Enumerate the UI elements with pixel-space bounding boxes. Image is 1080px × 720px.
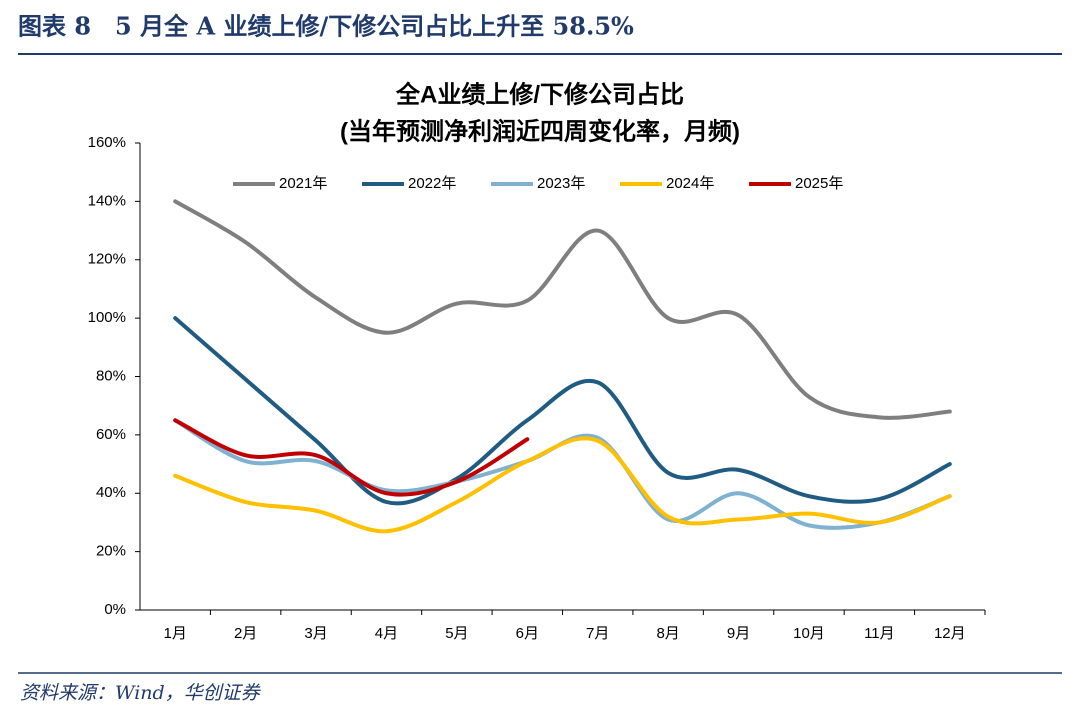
x-tick-label: 3月 <box>304 625 327 642</box>
chart-subtitle: (当年预测净利润近四周变化率，月频) <box>340 117 740 145</box>
legend-label: 2022年 <box>408 175 456 192</box>
series-line <box>173 418 952 530</box>
series-line <box>173 316 952 506</box>
x-tick-label: 11月 <box>864 625 895 642</box>
x-tick-label: 7月 <box>586 625 609 642</box>
x-tick-label: 9月 <box>727 625 750 642</box>
y-tick-label: 160% <box>88 134 126 151</box>
series-line <box>173 436 952 534</box>
x-tick-label: 1月 <box>164 625 187 642</box>
x-tick-label: 12月 <box>934 625 966 642</box>
heading: 图表 8 5 月全 A 业绩上修/下修公司占比上升至 58.5% <box>18 12 634 41</box>
legend-label: 2023年 <box>537 175 585 192</box>
source: 资料来源：Wind，华创证券 <box>20 682 262 704</box>
y-tick-label: 20% <box>96 543 126 560</box>
legend-label: 2021年 <box>279 175 327 192</box>
x-tick-label: 2月 <box>234 625 257 642</box>
y-tick-label: 140% <box>88 192 126 209</box>
y-tick-label: 0% <box>104 601 126 618</box>
y-tick-label: 60% <box>96 426 126 443</box>
series-line <box>173 199 952 420</box>
x-tick-label: 5月 <box>445 625 468 642</box>
y-tick-label: 100% <box>88 309 126 326</box>
x-tick-label: 8月 <box>656 625 679 642</box>
legend-label: 2024年 <box>666 175 714 192</box>
y-tick-label: 40% <box>96 484 126 501</box>
x-tick-label: 10月 <box>793 625 825 642</box>
x-tick-label: 4月 <box>375 625 398 642</box>
x-tick-label: 6月 <box>516 625 539 642</box>
y-tick-label: 120% <box>88 251 126 268</box>
legend-label: 2025年 <box>795 175 843 192</box>
chart-title: 全A业绩上修/下修公司占比 <box>395 80 684 108</box>
y-tick-label: 80% <box>96 367 126 384</box>
series-line <box>173 418 530 497</box>
